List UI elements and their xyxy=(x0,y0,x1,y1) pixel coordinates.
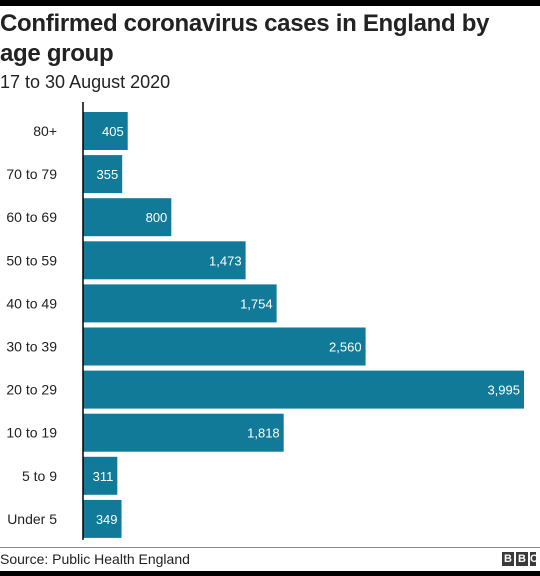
bar xyxy=(83,370,524,409)
bbc-logo-block: B xyxy=(516,552,528,566)
value-label: 349 xyxy=(96,512,118,527)
value-label: 405 xyxy=(102,124,124,139)
value-label: 1,473 xyxy=(209,253,242,268)
value-label: 1,754 xyxy=(240,296,273,311)
value-label: 3,995 xyxy=(487,383,520,398)
chart-subtitle: 17 to 30 August 2020 xyxy=(0,72,171,92)
footer-divider xyxy=(0,547,540,548)
bar-chart: 80+ 405 70 to 79 355 60 to 69 800 50 to 59 1,47… xyxy=(6,102,524,540)
value-label: 800 xyxy=(146,210,168,225)
bar xyxy=(83,112,128,150)
value-label: 2,560 xyxy=(329,340,362,355)
bbc-logo-block: C xyxy=(530,552,536,566)
chart-card: Confirmed coronavirus cases in England b… xyxy=(0,6,540,571)
value-label: 1,818 xyxy=(247,426,280,441)
bar xyxy=(83,456,118,495)
bar xyxy=(83,499,122,538)
bar xyxy=(83,284,277,323)
bar xyxy=(83,198,172,237)
bar xyxy=(83,155,123,194)
category-label: 5 to 9 xyxy=(22,468,57,484)
bbc-logo-block: B xyxy=(502,552,514,566)
category-label: 50 to 59 xyxy=(6,252,57,268)
value-label: 355 xyxy=(96,167,118,182)
category-label: 80+ xyxy=(33,123,57,139)
bar xyxy=(83,413,284,452)
category-label: 10 to 19 xyxy=(6,425,57,441)
bar xyxy=(83,327,366,366)
source-note: Source: Public Health England xyxy=(0,551,190,567)
value-label: 311 xyxy=(93,469,114,484)
bar xyxy=(83,241,246,280)
category-label: 60 to 69 xyxy=(6,209,57,225)
category-label: 30 to 39 xyxy=(6,339,57,355)
chart-title: Confirmed coronavirus cases in England b… xyxy=(0,10,490,67)
category-label: Under 5 xyxy=(7,511,57,527)
category-label: 20 to 29 xyxy=(6,382,57,398)
bbc-logo: B B C xyxy=(502,552,536,566)
category-label: 40 to 49 xyxy=(6,295,57,311)
category-label: 70 to 79 xyxy=(6,166,57,182)
